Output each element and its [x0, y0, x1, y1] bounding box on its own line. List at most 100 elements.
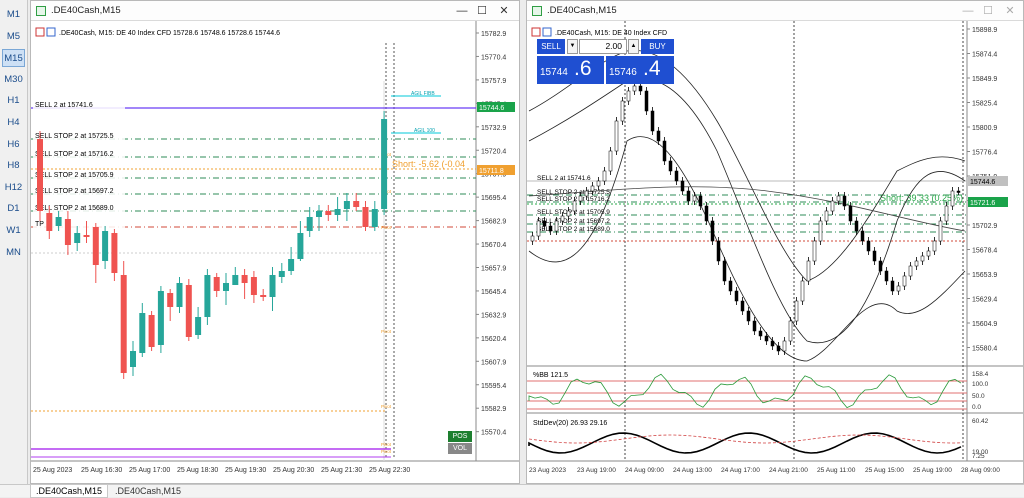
- time-label: 24 Aug 13:00: [673, 467, 712, 474]
- candle: [902, 275, 907, 287]
- close-icon[interactable]: ✕: [1005, 5, 1015, 17]
- candle: [614, 120, 619, 152]
- timeframe-m15[interactable]: M15: [2, 49, 25, 68]
- one-click-trading-panel: SELL ▼ 2.00 ▲ BUY 15744 .6 15746 .4: [531, 37, 675, 84]
- candle: [704, 205, 709, 222]
- order-label-bg: [33, 131, 125, 140]
- candle: [542, 220, 547, 227]
- pos-button[interactable]: POS: [448, 431, 472, 442]
- time-label: 23 Aug 19:00: [577, 467, 616, 474]
- price-label: 15782.9: [481, 31, 506, 38]
- chart-header: .DE40Cash, M15: DE 40 Index CFD: [555, 30, 667, 37]
- minimize-icon[interactable]: —: [456, 5, 468, 17]
- bb-indicator-header: %BB 121.5: [533, 372, 568, 379]
- short-position-label: Short: -5.62 (-0.04: [392, 159, 465, 169]
- time-label: 25 Aug 16:30: [81, 467, 122, 474]
- stddev-label: 19.00: [972, 449, 989, 456]
- right-price-chart[interactable]: .DE40Cash, M15: DE 40 Index CFD 15898.9 15…: [527, 21, 1023, 483]
- candle: [167, 293, 174, 307]
- order-label-bg: [33, 149, 125, 158]
- candle: [64, 219, 71, 245]
- candle: [362, 207, 369, 227]
- chart-grid-icon: [35, 27, 45, 37]
- candle: [278, 271, 285, 277]
- candle: [692, 195, 697, 202]
- price-label: 15874.4: [972, 52, 997, 59]
- timeframe-m30[interactable]: M30: [4, 73, 23, 85]
- price-label: 15800.9: [972, 125, 997, 132]
- candle: [824, 210, 829, 222]
- candle: [572, 200, 577, 212]
- right-chart-window: .DE40Cash,M15 — ☐ ✕ .DE40Cash, M15: DE 4…: [526, 0, 1024, 484]
- timeframe-w1[interactable]: W1: [6, 225, 21, 236]
- timeframe-h6[interactable]: H6: [7, 138, 20, 150]
- close-icon[interactable]: ✕: [499, 5, 509, 17]
- price-label: 15770.4: [481, 54, 506, 61]
- order-label: SELL STOP 2 at 15697.2: [35, 188, 114, 195]
- timeframe-h12[interactable]: H12: [4, 181, 23, 193]
- left-price-chart[interactable]: .DE40Cash, M15: DE 40 Index CFD 15728.6 …: [31, 21, 519, 483]
- candle: [334, 209, 341, 215]
- order-label: SELL STOP 2 at 15705.9: [35, 172, 114, 179]
- candle: [830, 200, 835, 212]
- bb-label: 158.4: [972, 371, 989, 378]
- price-label: 15607.9: [481, 359, 506, 366]
- buy-button[interactable]: BUY: [641, 39, 674, 54]
- price-label: 15595.4: [481, 383, 506, 390]
- candle: [288, 259, 295, 271]
- candle: [884, 270, 889, 282]
- right-titlebar: .DE40Cash,M15 — ☐ ✕: [527, 1, 1023, 21]
- price-label: 15670.4: [481, 242, 506, 249]
- candle: [55, 217, 62, 226]
- candle: [195, 317, 202, 335]
- timeframe-m5[interactable]: M5: [6, 30, 21, 42]
- candle: [788, 320, 793, 342]
- vol-button[interactable]: VOL: [448, 443, 472, 454]
- timeframe-h8[interactable]: H8: [7, 160, 20, 172]
- candle: [316, 211, 322, 217]
- timeframe-h1[interactable]: H1: [7, 95, 20, 107]
- sell-button[interactable]: SELL: [537, 39, 565, 54]
- candle: [794, 300, 799, 322]
- timeframe-mn[interactable]: MN: [6, 246, 21, 258]
- buy-price-pips: .4: [643, 57, 661, 80]
- candle: [260, 295, 267, 297]
- candle: [92, 227, 99, 265]
- tab-chart-1[interactable]: .DE40Cash,M15: [30, 485, 109, 498]
- buy-price-button[interactable]: 15746 .4: [606, 56, 674, 84]
- timeframe-h4[interactable]: H4: [7, 117, 20, 128]
- order-label: TP: [35, 221, 44, 228]
- candle: [269, 275, 276, 297]
- time-label: 25 Aug 19:30: [225, 467, 266, 474]
- price-label: 15580.4: [972, 346, 997, 353]
- timeframe-m1[interactable]: M1: [6, 9, 21, 20]
- order-label: SELL STOP 2 at 15716.2: [537, 196, 610, 203]
- minimize-icon[interactable]: —: [962, 5, 974, 17]
- time-label: 23 Aug 2023: [529, 467, 566, 474]
- time-label: 25 Aug 11:00: [817, 467, 856, 474]
- price-label: 15657.9: [481, 266, 506, 273]
- timeframe-toolbar: M1 M5 M15 M30 H1 H4 H6 H8 H12 D1 W1 MN: [0, 0, 28, 484]
- lot-increase-icon[interactable]: ▲: [628, 39, 639, 54]
- candle: [590, 185, 595, 192]
- candle: [157, 291, 164, 345]
- maximize-icon[interactable]: ☐: [477, 5, 487, 17]
- left-window-title: .DE40Cash,M15: [51, 5, 121, 16]
- candle: [938, 220, 943, 242]
- candle: [626, 90, 631, 102]
- candle: [213, 277, 220, 291]
- order-label-bg: [33, 219, 125, 228]
- candle: [584, 190, 589, 197]
- lot-decrease-icon[interactable]: ▼: [567, 39, 578, 54]
- timeframe-d1[interactable]: D1: [7, 203, 20, 215]
- lot-size-input[interactable]: 2.00: [579, 39, 627, 54]
- current-price-text: 15744.6: [479, 105, 504, 112]
- bb-label: 100.0: [972, 381, 989, 388]
- maximize-icon[interactable]: ☐: [983, 5, 993, 17]
- candle: [872, 250, 877, 262]
- candle: [306, 217, 313, 231]
- tab-chart-2[interactable]: .DE40Cash,M15: [115, 486, 182, 496]
- short-price-text: 15721.6: [970, 200, 995, 207]
- sell-price-button[interactable]: 15744 .6: [537, 56, 604, 84]
- candle: [800, 280, 805, 302]
